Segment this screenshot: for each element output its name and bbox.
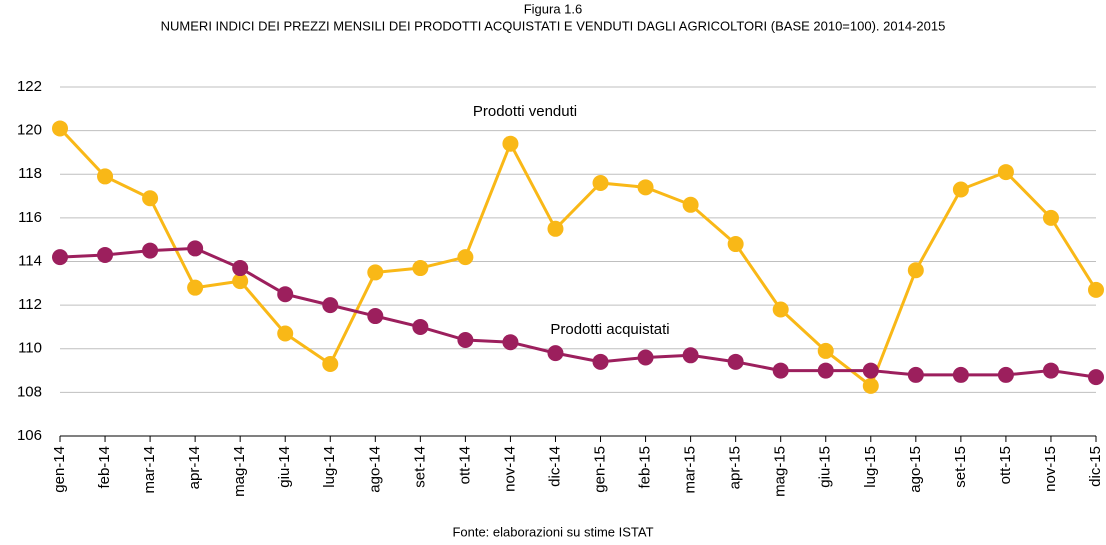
- y-tick-label: 116: [18, 209, 42, 226]
- x-tick-label: gen-15: [591, 446, 608, 493]
- data-point: [592, 174, 609, 191]
- data-point: [862, 377, 879, 394]
- chart-title: Figura 1.6: [524, 1, 583, 16]
- data-point: [907, 262, 924, 279]
- x-tick-label: ago-15: [907, 446, 924, 493]
- x-tick-label: gen-14: [51, 446, 68, 493]
- series-label: Prodotti acquistati: [550, 321, 669, 338]
- data-point: [457, 249, 474, 266]
- data-point: [187, 240, 204, 257]
- data-point: [862, 362, 879, 379]
- data-point: [142, 190, 159, 207]
- data-point: [817, 342, 834, 359]
- data-point: [727, 236, 744, 253]
- y-tick-label: 120: [17, 122, 42, 139]
- series-line: [59, 246, 1097, 379]
- series-label: Prodotti venduti: [473, 103, 577, 120]
- x-tick-label: mag-15: [772, 446, 789, 497]
- x-tick-label: dic-15: [1087, 446, 1104, 487]
- x-tick-label: apr-15: [727, 446, 744, 489]
- data-point: [97, 246, 114, 263]
- data-point: [412, 318, 429, 335]
- data-point: [52, 120, 68, 137]
- x-tick-label: mag-14: [231, 446, 248, 497]
- y-tick-label: 122: [17, 78, 42, 95]
- x-tick-label: dic-14: [546, 446, 563, 487]
- data-point: [187, 279, 204, 296]
- data-point: [997, 164, 1014, 181]
- source-note: Fonte: elaborazioni su stime ISTAT: [452, 524, 653, 539]
- data-point: [907, 366, 924, 383]
- data-point: [682, 347, 699, 364]
- data-point: [277, 286, 294, 303]
- data-point: [457, 332, 474, 349]
- x-tick-label: set-14: [411, 446, 428, 488]
- x-tick-label: nov-15: [1042, 446, 1059, 492]
- x-tick-label: ott-15: [997, 446, 1014, 484]
- x-tick-label: ott-14: [456, 446, 473, 484]
- data-point: [547, 345, 564, 362]
- data-point: [547, 220, 564, 237]
- data-point: [727, 353, 744, 370]
- y-tick-label: 110: [18, 340, 42, 357]
- data-point: [367, 308, 384, 325]
- data-point: [412, 260, 429, 277]
- x-tick-label: nov-14: [501, 446, 518, 492]
- x-tick-label: lug-14: [321, 446, 338, 488]
- data-point: [322, 297, 339, 314]
- chart-subtitle: NUMERI INDICI DEI PREZZI MENSILI DEI PRO…: [161, 18, 946, 33]
- x-tick-label: mar-14: [141, 446, 158, 494]
- y-tick-label: 112: [18, 296, 42, 313]
- data-point: [592, 353, 609, 370]
- x-tick-label: giu-14: [276, 446, 293, 488]
- data-point: [637, 179, 654, 196]
- data-point: [367, 264, 384, 281]
- data-point: [232, 273, 249, 290]
- data-point: [637, 349, 654, 366]
- data-point: [277, 325, 294, 342]
- y-tick-label: 106: [17, 427, 42, 444]
- y-tick-label: 114: [18, 252, 42, 269]
- data-point: [772, 362, 789, 379]
- data-point: [97, 168, 114, 185]
- x-tick-label: giu-15: [817, 446, 834, 488]
- data-point: [682, 196, 699, 213]
- x-tick-label: feb-15: [637, 446, 654, 489]
- data-point: [997, 366, 1014, 383]
- data-point: [232, 260, 249, 277]
- y-tick-label: 108: [17, 383, 42, 400]
- data-point: [502, 334, 519, 351]
- data-point: [952, 181, 969, 198]
- data-point: [772, 301, 789, 318]
- x-tick-label: feb-14: [96, 446, 113, 489]
- x-tick-label: set-15: [952, 446, 969, 488]
- x-tick-label: mar-15: [682, 446, 699, 494]
- data-point: [502, 135, 519, 152]
- data-point: [52, 249, 68, 266]
- x-tick-label: apr-14: [186, 446, 203, 489]
- data-point: [817, 362, 834, 379]
- data-point: [142, 242, 159, 259]
- data-point: [1042, 209, 1059, 226]
- data-point: [1042, 362, 1059, 379]
- x-tick-label: lug-15: [862, 446, 879, 488]
- data-point: [1088, 281, 1104, 298]
- data-point: [1088, 369, 1104, 386]
- data-point: [952, 366, 969, 383]
- x-tick-label: ago-14: [366, 446, 383, 493]
- y-tick-label: 118: [18, 165, 42, 182]
- data-point: [322, 356, 339, 373]
